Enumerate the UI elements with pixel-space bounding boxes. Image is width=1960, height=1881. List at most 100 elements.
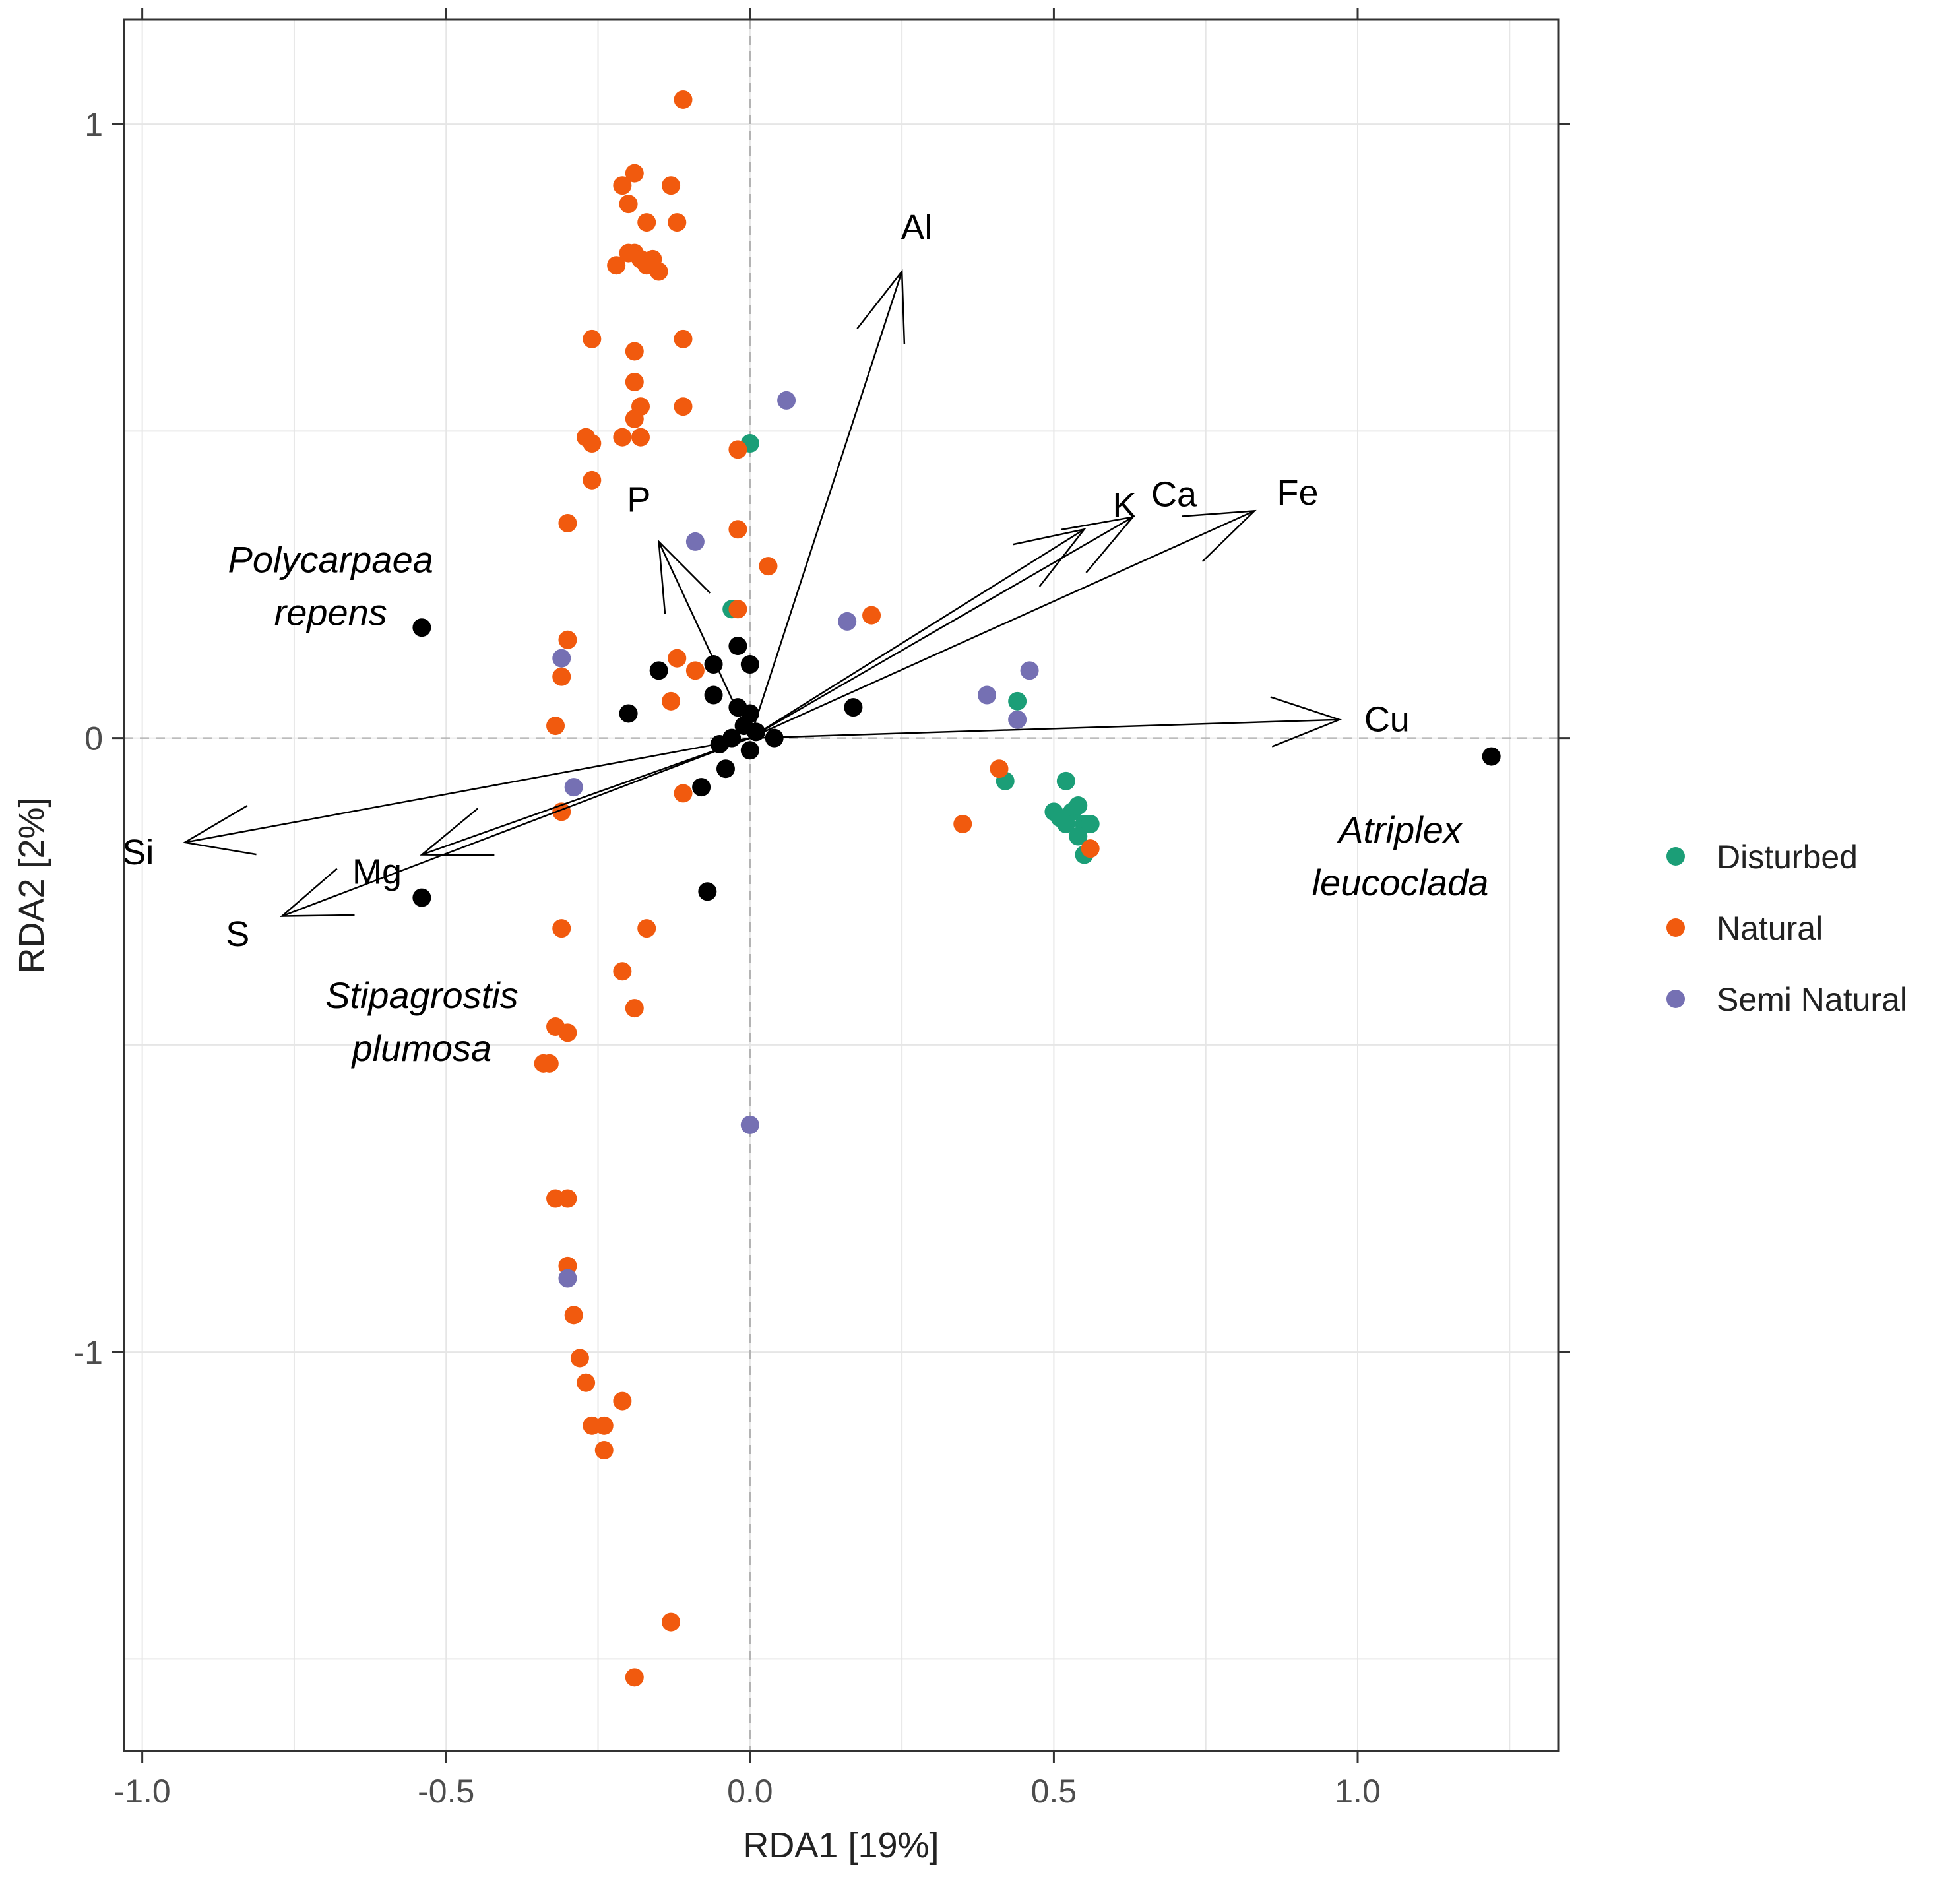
data-point [564,1306,583,1325]
data-point [552,667,571,686]
arrow-head [1013,528,1087,587]
data-point [619,704,638,723]
arrow-head [856,269,906,344]
data-point [1008,691,1027,711]
arrow-head [1061,515,1135,573]
data-point [990,759,1009,779]
data-point [777,391,796,410]
arrow-label: Ca [1151,475,1197,515]
arrow-al: Al [749,208,932,739]
data-point [674,90,693,109]
legend-item-semi-natural: Semi Natural [1666,981,1907,1018]
data-point [1081,814,1100,833]
legend-swatch [1666,847,1685,866]
data-point [662,691,681,711]
data-point [558,1269,577,1288]
arrow-shaft [749,510,1255,739]
legend-label: Natural [1717,910,1823,947]
arrow-shaft [658,541,751,739]
arrow-label: P [627,480,650,520]
data-point [1482,747,1501,766]
arrow-head [1270,696,1343,748]
x-tick-label: -0.5 [418,1773,474,1810]
data-point [613,962,632,981]
data-point [685,532,705,551]
series-natural [534,90,1100,1687]
data-point [558,1189,577,1208]
data-point [1056,771,1075,790]
data-point [637,213,656,232]
data-point [740,655,759,674]
arrow-head [1182,509,1257,563]
arrow-shaft [749,718,1340,739]
data-point [564,778,583,797]
plot-panel-border [123,18,1560,1752]
series-semi-natural [552,391,1039,1288]
legend-item-disturbed: Disturbed [1666,839,1858,876]
axis-ticks: -1.0 -0.5 0.0 0.5 1.0 -1 0 1 [74,8,1570,1810]
data-point [552,919,571,938]
arrow-label: Al [901,208,932,247]
x-tick-label: 1.0 [1335,1773,1381,1810]
arrow-k: K [749,486,1137,739]
arrow-mg: Mg [352,737,751,892]
arrow-shaft [749,528,1085,739]
data-point [577,1373,596,1392]
data-point [662,176,681,195]
data-point [558,1023,577,1042]
legend-item-natural: Natural [1666,910,1823,947]
arrow-label: S [226,914,249,954]
data-point [631,428,650,447]
arrow-head [419,808,495,856]
arrow-head [658,539,711,614]
arrow-fe: Fe [749,473,1319,739]
species-labels: Polycarpaea repens Atriplex leucocladа Stipa… [228,538,1489,1069]
data-point [692,778,711,797]
arrow-label: Si [122,833,154,872]
data-point [625,164,644,183]
data-point [716,759,735,779]
arrow-si: Si [122,737,751,872]
data-point [759,557,778,576]
data-point [740,1115,759,1134]
species-label: Stipagrostis plumosa [325,974,519,1069]
arrow-head [280,868,355,917]
data-point [613,428,632,447]
data-point [668,213,687,232]
data-point [546,717,565,736]
data-point [1081,839,1100,858]
arrow-p: P [627,480,751,739]
data-point [674,329,693,348]
species-label: Atriplex leucocladа [1312,809,1489,903]
arrow-label: Fe [1277,473,1319,513]
species-label-line: leucocladа [1312,862,1489,903]
data-point [534,1054,553,1073]
x-tick-label: -1.0 [114,1773,171,1810]
data-point [649,661,668,680]
arrow-shaft [184,737,751,844]
data-point [613,1391,632,1411]
data-point [728,440,747,459]
data-point [570,1349,589,1368]
data-point [637,919,656,938]
data-point [728,520,747,539]
legend-label: Semi Natural [1717,981,1907,1018]
data-point [625,1668,644,1687]
species-label-line: Stipagrostis [325,974,519,1016]
biplot-arrows: Al K Ca Fe Cu P Mg Si S [122,208,1410,954]
arrow-cu: Cu [749,696,1410,748]
data-point [838,612,857,631]
legend-swatch [1666,990,1685,1008]
x-tick-label: 0.0 [727,1773,773,1810]
data-point [558,630,577,649]
data-point [625,372,644,391]
data-point [625,409,644,428]
legend: Disturbed Natural Semi Natural [1666,839,1907,1018]
data-point [674,784,693,803]
arrow-label: Mg [352,852,402,892]
data-point [1069,796,1088,815]
arrow-shaft [749,516,1133,739]
data-point [583,434,602,453]
y-tick-label: 0 [84,720,103,757]
x-tick-label: 0.5 [1031,1773,1077,1810]
